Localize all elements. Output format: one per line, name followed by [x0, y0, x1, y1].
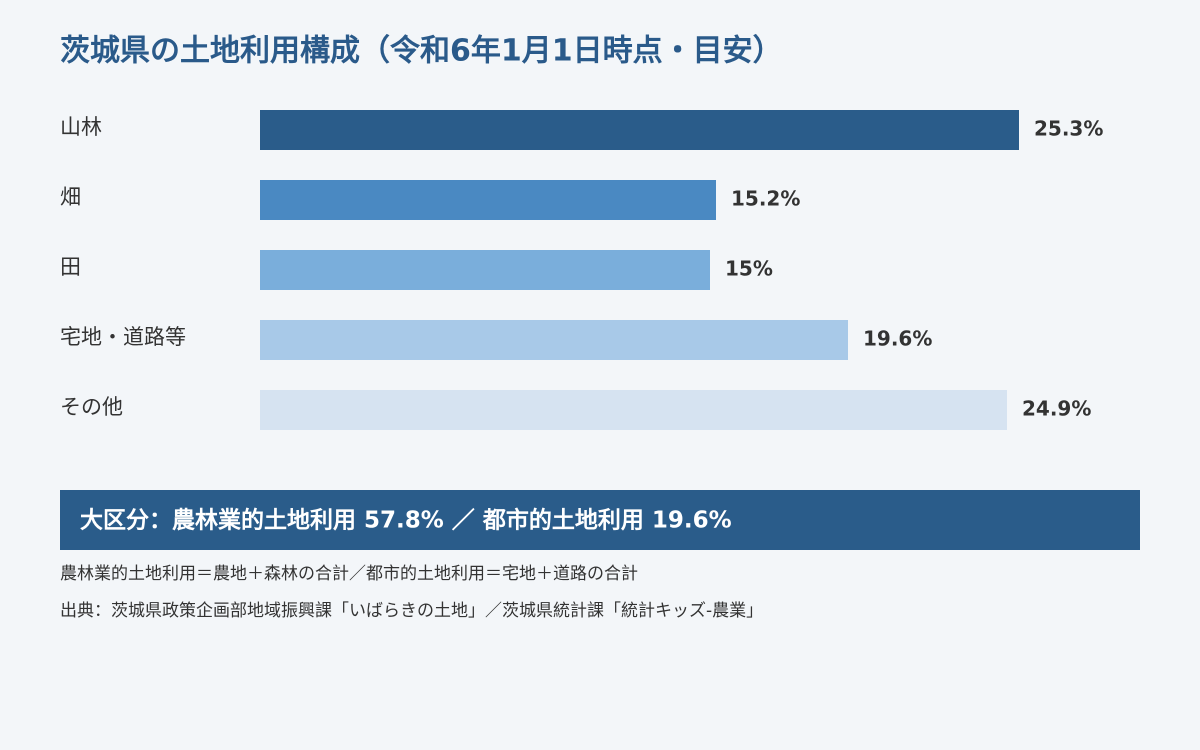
bar [260, 390, 1007, 430]
chart-title: 茨城県の土地利用構成（令和6年1月1日時点・目安） [60, 34, 783, 69]
bar [260, 250, 710, 290]
bar [260, 180, 716, 220]
category-label: 宅地・道路等 [60, 325, 186, 349]
value-label: 15.2% [731, 187, 800, 211]
value-label: 15% [725, 257, 773, 281]
value-label: 24.9% [1022, 397, 1091, 421]
note: 出典：茨城県政策企画部地域振興課「いばらきの土地」／茨城県統計課「統計キッズ-農… [60, 601, 763, 621]
bar [260, 110, 1019, 150]
category-label: 田 [60, 255, 81, 279]
category-label: その他 [60, 395, 123, 419]
value-label: 19.6% [863, 327, 932, 351]
category-label: 畑 [60, 185, 81, 209]
value-label: 25.3% [1034, 117, 1103, 141]
summary: 大区分：農林業的土地利用 57.8% ／ 都市的土地利用 19.6% [80, 507, 732, 534]
note: 農林業的土地利用＝農地＋森林の合計／都市的土地利用＝宅地＋道路の合計 [60, 564, 638, 584]
bar [260, 320, 848, 360]
category-label: 山林 [60, 115, 102, 139]
summary-box [60, 490, 1140, 550]
